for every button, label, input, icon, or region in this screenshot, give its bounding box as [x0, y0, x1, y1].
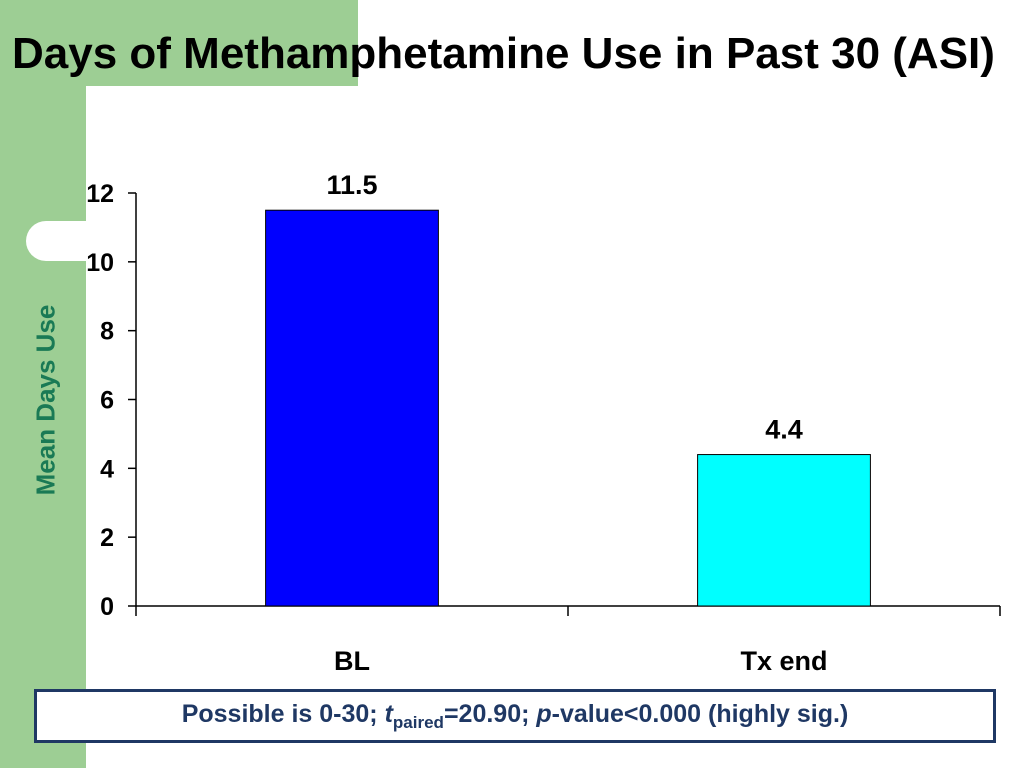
top-band [86, 0, 358, 86]
note-t-symbol: t [384, 699, 393, 728]
data-label-0: 11.5 [326, 170, 377, 200]
y-tick-label-0: 0 [100, 593, 114, 621]
data-label-1: 4.4 [765, 415, 803, 445]
note-t-subscript: paired [392, 712, 444, 732]
bar-1 [697, 454, 871, 607]
statistics-note: Possible is 0-30; tpaired=20.90; p-value… [182, 700, 849, 733]
y-tick-label-6: 6 [100, 387, 114, 415]
bar-0 [265, 209, 439, 607]
note-p-symbol: p [536, 699, 552, 728]
category-label-1: Tx end [740, 646, 827, 676]
sidebar-band [0, 0, 86, 768]
statistics-note-box: Possible is 0-30; tpaired=20.90; p-value… [34, 689, 996, 743]
note-p-rest: -value<0.000 (highly sig.) [551, 699, 849, 728]
slide-title: Days of Methamphetamine Use in Past 30 (… [12, 29, 995, 78]
y-tick-label-8: 8 [100, 318, 114, 346]
y-tick-label-4: 4 [100, 455, 114, 483]
y-tick-label-10: 10 [86, 249, 114, 277]
note-t-value: =20.90; [443, 699, 537, 728]
sidebar-notch [26, 221, 86, 261]
note-prefix: Possible is 0-30; [181, 699, 385, 728]
category-label-0: BL [334, 646, 370, 676]
y-tick-label-12: 12 [86, 180, 114, 208]
y-tick-label-2: 2 [100, 524, 114, 552]
